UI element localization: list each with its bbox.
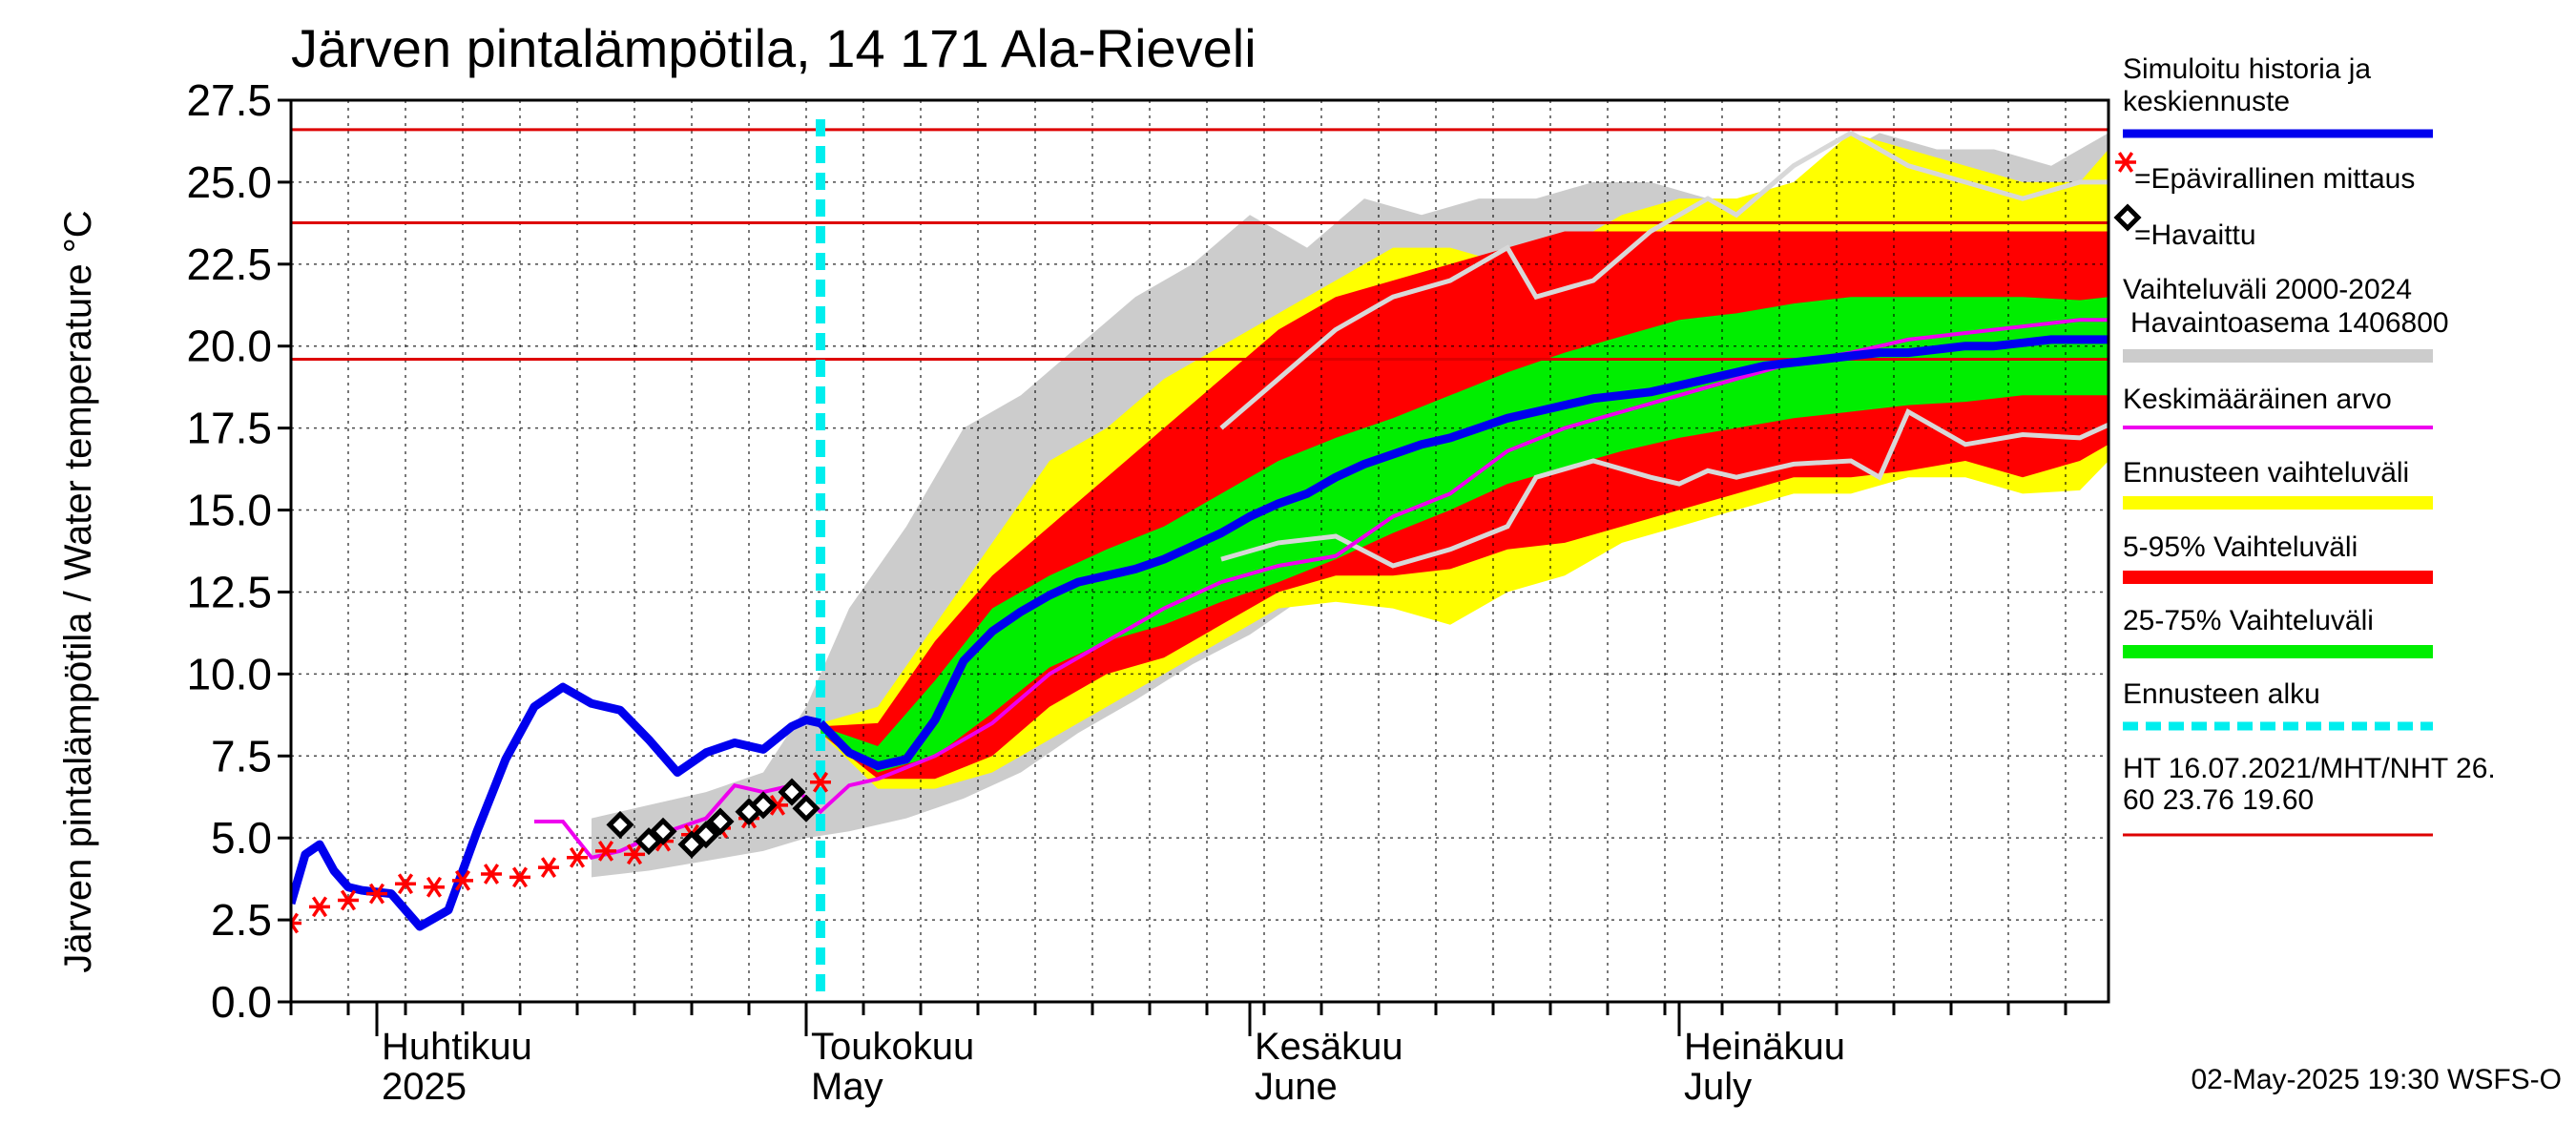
y-tick-label: 5.0 — [211, 813, 272, 863]
unofficial-measurement-point — [595, 841, 616, 862]
legend-forecast-start-label: Ennusteen alku — [2123, 678, 2320, 710]
plot-frame — [289, 98, 2110, 1004]
x-month-label: Toukokuu — [811, 1026, 974, 1068]
unofficial-measurement-point — [509, 866, 530, 888]
legend-range-label: Vaihteluväli 2000-2024 — [2123, 274, 2412, 305]
legend-forecast-range-label: Ennusteen vaihteluväli — [2123, 457, 2409, 489]
p25-75-band — [821, 297, 2109, 773]
forecast-median-line — [817, 335, 2109, 771]
y-tick-label: 22.5 — [186, 239, 272, 289]
unofficial-measurement-point — [810, 771, 831, 793]
legend-simulated-label-2: keskiennuste — [2123, 86, 2290, 117]
x-month-label: Heinäkuu — [1684, 1026, 1845, 1068]
unofficial-measurement-point — [366, 883, 387, 905]
unofficial-measurement-point — [481, 864, 502, 885]
y-tick-label: 25.0 — [186, 157, 272, 207]
y-tick-label: 10.0 — [186, 649, 272, 698]
unofficial-measurement-point — [309, 896, 330, 918]
y-tick-label: 2.5 — [211, 895, 272, 945]
legend-simulated-label: Simuloitu historia ja — [2123, 53, 2371, 85]
unofficial-measurement-point — [452, 869, 473, 891]
unofficial-measurement-point — [291, 912, 301, 934]
footer-timestamp: 02-May-2025 19:30 WSFS-O — [2192, 1064, 2563, 1095]
unofficial-measurement-point — [395, 873, 416, 895]
x-month-label: Huhtikuu — [382, 1026, 532, 1068]
unofficial-measurement-point — [338, 889, 359, 911]
y-tick-label: 15.0 — [186, 486, 272, 535]
observed-point — [778, 778, 806, 806]
legend-mean-label: Keskimääräinen arvo — [2123, 384, 2392, 415]
y-tick-label: 20.0 — [186, 322, 272, 371]
plot-lines — [291, 119, 2109, 1002]
legend-observed-swatch — [2113, 203, 2142, 232]
simulated-history-line — [291, 682, 821, 931]
y-tick-label: 27.5 — [186, 75, 272, 125]
unofficial-measurement-point — [538, 857, 559, 878]
observed-point — [692, 821, 720, 849]
unofficial-measurement-point — [567, 846, 588, 868]
y-tick-label: 12.5 — [186, 567, 272, 616]
x-month-label-en: May — [811, 1066, 883, 1108]
observed-point — [606, 810, 634, 839]
x-month-label-en: 2025 — [382, 1066, 467, 1108]
observed-point — [706, 807, 735, 836]
observed-point — [649, 817, 677, 845]
x-month-label-en: July — [1684, 1066, 1752, 1108]
legend-p25-75-label: 25-75% Vaihteluväli — [2123, 605, 2374, 636]
y-axis-label: Järven pintalämpötila / Water temperatur… — [57, 210, 99, 972]
chart-title: Järven pintalämpötila, 14 171 Ala-Rievel… — [291, 18, 1257, 78]
range-year-line — [1220, 407, 2109, 569]
axes: 0.0 2.5 5.0 7.5 10.0 12.5 15.0 17.5 20.0 22.5 25.0… — [186, 75, 2110, 1108]
legend-observed-label: =Havaittu — [2134, 219, 2256, 251]
observed-point — [792, 794, 821, 822]
observed-point — [749, 791, 778, 820]
legend-thresholds-label-2: 60 23.76 19.60 — [2123, 784, 2314, 816]
range-year-line — [1219, 130, 2109, 430]
y-tick-label: 0.0 — [211, 977, 272, 1027]
y-tick-label: 7.5 — [211, 731, 272, 781]
legend-range-label-2: Havaintoasema 1406800 — [2130, 307, 2449, 339]
unofficial-measurement-point — [424, 876, 445, 898]
legend-p5-95-label: 5-95% Vaihteluväli — [2123, 531, 2358, 563]
y-tick-label: 17.5 — [186, 404, 272, 453]
legend-unofficial-label: =Epävirallinen mittaus — [2134, 163, 2415, 195]
legend-unofficial-swatch — [2115, 152, 2136, 173]
plot-fills — [592, 133, 2109, 878]
unofficial-measurement-point — [624, 843, 645, 865]
legend-thresholds-label: HT 16.07.2021/MHT/NHT 26. — [2123, 753, 2496, 784]
x-month-label: Kesäkuu — [1255, 1026, 1403, 1068]
x-month-label-en: June — [1255, 1066, 1338, 1108]
plot-markers — [291, 771, 831, 934]
